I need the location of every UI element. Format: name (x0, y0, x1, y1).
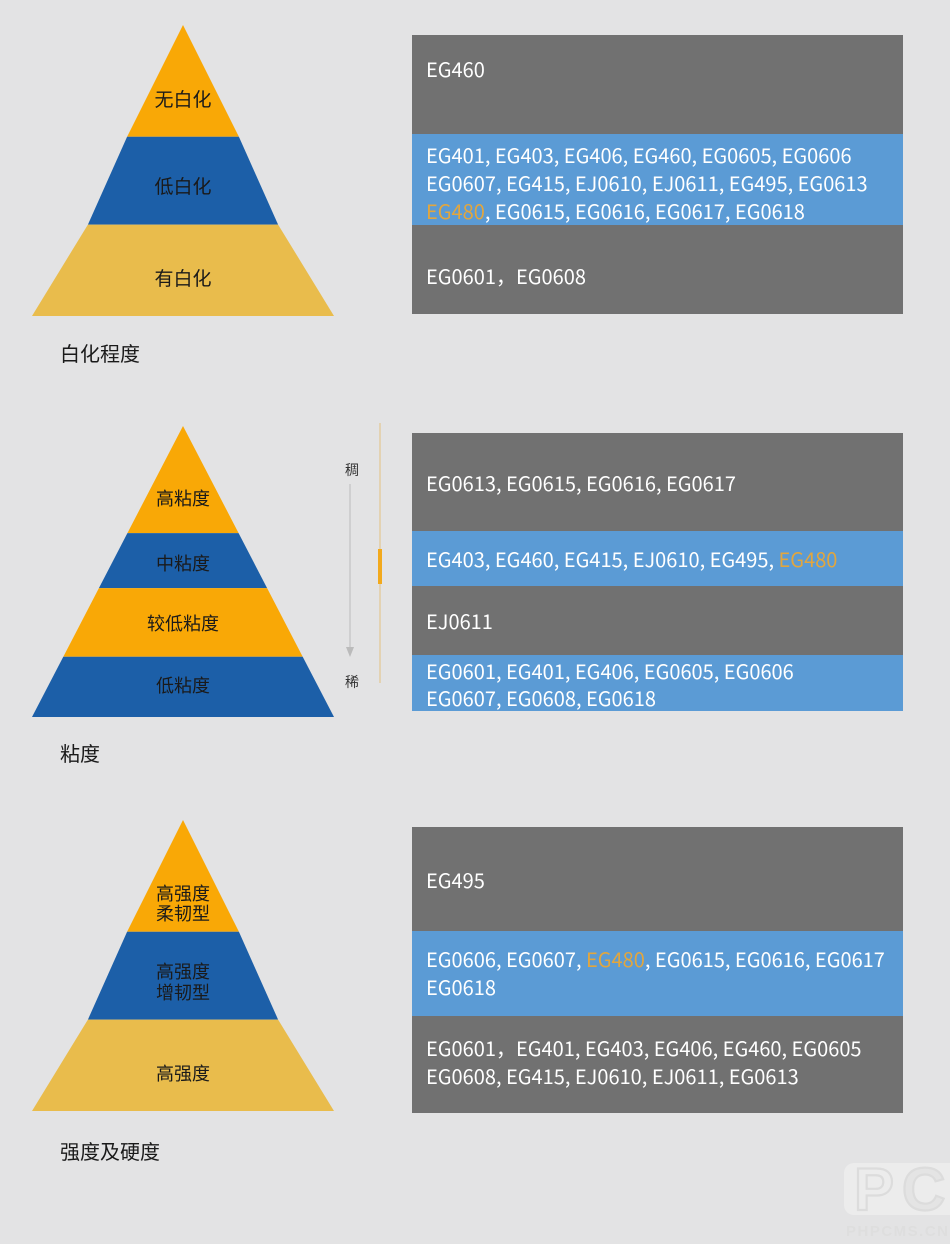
svg-text:低白化: 低白化 (154, 176, 211, 198)
svg-text:高强度: 高强度 (156, 884, 210, 904)
svg-text:C: C (902, 1163, 945, 1223)
svg-text:中粘度: 中粘度 (156, 554, 210, 574)
svg-text:高强度: 高强度 (156, 962, 210, 982)
svg-text:柔韧型: 柔韧型 (156, 904, 210, 924)
svg-text:较低粘度: 较低粘度 (147, 614, 219, 634)
svg-text:低粘度: 低粘度 (156, 676, 210, 696)
svg-text:有白化: 有白化 (154, 268, 211, 290)
svg-text:P: P (854, 1163, 894, 1223)
svg-text:无白化: 无白化 (154, 89, 211, 111)
svg-text:高粘度: 高粘度 (156, 489, 210, 509)
svg-text:PHPCMS.CN: PHPCMS.CN (846, 1223, 950, 1240)
svg-text:高强度: 高强度 (156, 1064, 210, 1084)
svg-text:增韧型: 增韧型 (156, 983, 210, 1003)
